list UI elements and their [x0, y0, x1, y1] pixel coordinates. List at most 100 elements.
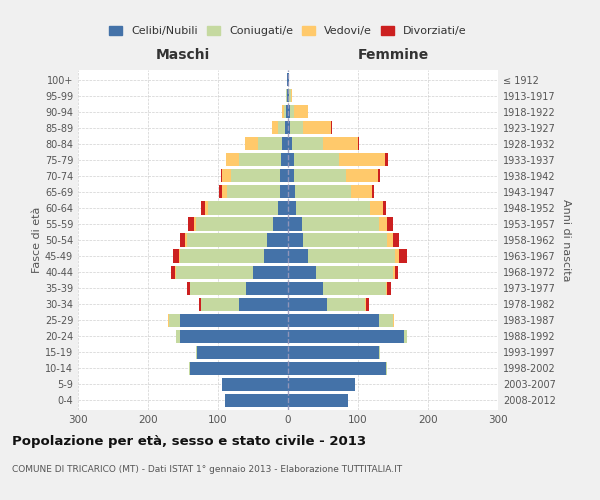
Bar [293, 170, 346, 182]
Bar [272, 218, 288, 230]
Bar [388, 282, 391, 294]
Bar [323, 137, 358, 150]
Bar [278, 202, 288, 214]
Bar [267, 234, 288, 246]
Bar [190, 362, 288, 375]
Bar [288, 266, 316, 278]
Bar [167, 314, 169, 327]
Bar [221, 170, 222, 182]
Bar [372, 186, 374, 198]
Bar [280, 170, 288, 182]
Bar [287, 89, 288, 102]
Bar [208, 202, 278, 214]
Bar [377, 170, 380, 182]
Bar [295, 186, 351, 198]
Bar [288, 153, 293, 166]
Text: Maschi: Maschi [156, 48, 210, 62]
Bar [188, 362, 190, 375]
Bar [277, 121, 284, 134]
Bar [388, 234, 393, 246]
Bar [290, 121, 303, 134]
Bar [225, 394, 288, 407]
Bar [169, 314, 179, 327]
Bar [292, 137, 323, 150]
Bar [196, 218, 272, 230]
Bar [346, 170, 377, 182]
Bar [245, 137, 258, 150]
Bar [291, 89, 292, 102]
Bar [288, 234, 304, 246]
Bar [280, 186, 288, 198]
Bar [287, 73, 288, 86]
Bar [221, 378, 288, 391]
Bar [331, 121, 332, 134]
Bar [176, 266, 253, 278]
Bar [190, 282, 246, 294]
Bar [288, 105, 290, 118]
Bar [253, 266, 288, 278]
Bar [288, 89, 289, 102]
Bar [284, 105, 286, 118]
Bar [175, 266, 176, 278]
Bar [188, 218, 193, 230]
Bar [288, 394, 347, 407]
Bar [239, 153, 281, 166]
Bar [326, 298, 365, 310]
Bar [304, 234, 388, 246]
Bar [263, 250, 288, 262]
Bar [288, 362, 386, 375]
Bar [272, 121, 277, 134]
Bar [179, 330, 288, 343]
Bar [358, 137, 359, 150]
Bar [308, 250, 395, 262]
Bar [288, 346, 379, 359]
Bar [221, 186, 227, 198]
Bar [205, 202, 208, 214]
Bar [323, 282, 386, 294]
Bar [179, 250, 263, 262]
Bar [383, 202, 386, 214]
Bar [226, 153, 239, 166]
Bar [289, 89, 291, 102]
Bar [288, 298, 326, 310]
Bar [296, 202, 370, 214]
Bar [288, 137, 292, 150]
Bar [316, 266, 393, 278]
Y-axis label: Anni di nascita: Anni di nascita [561, 198, 571, 281]
Bar [199, 298, 200, 310]
Bar [370, 202, 383, 214]
Bar [288, 330, 404, 343]
Bar [288, 121, 290, 134]
Bar [196, 346, 197, 359]
Bar [288, 170, 293, 182]
Bar [367, 298, 368, 310]
Bar [187, 282, 190, 294]
Bar [187, 234, 267, 246]
Y-axis label: Fasce di età: Fasce di età [32, 207, 42, 273]
Bar [404, 330, 407, 343]
Bar [286, 105, 288, 118]
Bar [351, 186, 372, 198]
Bar [201, 202, 205, 214]
Bar [197, 346, 288, 359]
Bar [283, 137, 288, 150]
Bar [246, 282, 288, 294]
Bar [288, 186, 295, 198]
Bar [258, 137, 283, 150]
Bar [302, 218, 379, 230]
Bar [230, 170, 280, 182]
Text: Femmine: Femmine [358, 48, 428, 62]
Bar [388, 218, 393, 230]
Bar [227, 186, 280, 198]
Bar [303, 121, 331, 134]
Bar [293, 105, 308, 118]
Bar [222, 170, 230, 182]
Bar [365, 298, 367, 310]
Bar [393, 234, 398, 246]
Bar [288, 202, 296, 214]
Bar [288, 378, 355, 391]
Bar [171, 266, 175, 278]
Bar [173, 250, 179, 262]
Bar [200, 298, 239, 310]
Bar [386, 362, 388, 375]
